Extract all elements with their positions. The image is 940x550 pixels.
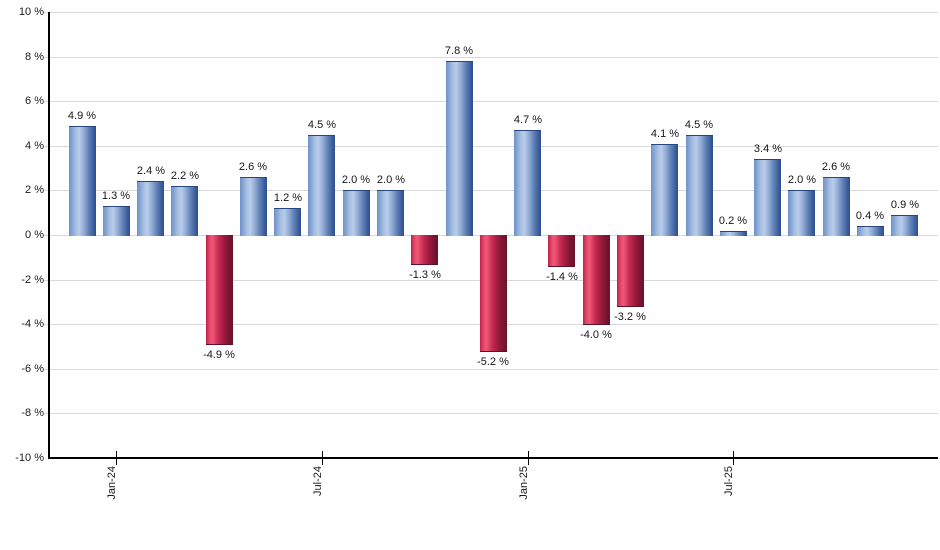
bar — [891, 215, 918, 236]
bar — [857, 226, 884, 236]
y-axis-tick-label: 8 % — [25, 51, 44, 63]
bar — [446, 61, 473, 236]
bar-value-label: 2.0 % — [341, 174, 371, 186]
bar-value-label: 2.4 % — [136, 165, 166, 177]
bar-value-label: -5.2 % — [477, 356, 509, 368]
bar-value-label: 3.4 % — [753, 143, 783, 155]
bar — [69, 126, 96, 236]
y-axis-tick-label: -8 % — [21, 407, 44, 419]
bar-value-label: 2.2 % — [170, 170, 200, 182]
bar — [788, 190, 815, 236]
x-axis-tick — [528, 451, 529, 465]
gridline — [43, 146, 938, 147]
gridline — [43, 413, 938, 414]
bar-value-label: 2.0 % — [376, 174, 406, 186]
bar-value-label: 7.8 % — [444, 45, 474, 57]
bar — [617, 235, 644, 307]
bar-value-label: 0.4 % — [855, 210, 885, 222]
y-axis-tick-label: -2 % — [21, 274, 44, 286]
bar — [137, 181, 164, 236]
bar — [720, 231, 747, 236]
bar — [171, 186, 198, 236]
bar — [308, 135, 335, 236]
bar — [514, 130, 541, 236]
y-axis-tick-label: -6 % — [21, 363, 44, 375]
x-axis-tick-label: Jul-24 — [312, 466, 324, 496]
gridline — [43, 12, 938, 13]
bar-value-label: 4.7 % — [513, 114, 543, 126]
x-axis-tick — [116, 451, 117, 465]
bar — [343, 190, 370, 236]
gridline — [43, 369, 938, 370]
bar-value-label: 2.0 % — [787, 174, 817, 186]
bar-value-label: 4.5 % — [684, 119, 714, 131]
bar-value-label: -1.4 % — [546, 271, 578, 283]
y-axis-tick-label: -10 % — [15, 452, 44, 464]
bar — [206, 235, 233, 345]
gridline — [43, 101, 938, 102]
x-axis-tick-label: Jan-24 — [106, 466, 118, 500]
y-axis-tick-label: 10 % — [18, 6, 44, 18]
y-axis-tick-label: 4 % — [25, 140, 44, 152]
bar-value-label: -4.0 % — [580, 329, 612, 341]
bar-value-label: 2.6 % — [821, 161, 851, 173]
x-axis-tick — [322, 451, 323, 465]
y-axis-tick-label: 2 % — [25, 184, 44, 196]
bar — [480, 235, 507, 352]
x-axis-tick-label: Jan-25 — [518, 466, 530, 500]
bar-value-label: 2.6 % — [238, 161, 268, 173]
bar — [651, 144, 678, 236]
bar-value-label: 4.1 % — [650, 128, 680, 140]
bar — [411, 235, 438, 265]
x-axis-tick — [733, 451, 734, 465]
y-axis-tick-label: 6 % — [25, 95, 44, 107]
gridline — [43, 57, 938, 58]
bar-value-label: 0.2 % — [718, 215, 748, 227]
bar-value-label: -3.2 % — [614, 311, 646, 323]
bar-value-label: 4.5 % — [307, 119, 337, 131]
bar — [274, 208, 301, 236]
bar — [548, 235, 575, 267]
bar — [377, 190, 404, 236]
bar — [240, 177, 267, 236]
bar-value-label: 1.3 % — [101, 190, 131, 202]
y-axis-tick-label: 0 % — [25, 229, 44, 241]
y-axis-tick-label: -4 % — [21, 318, 44, 330]
bar — [823, 177, 850, 236]
x-axis-tick-label: Jul-25 — [723, 466, 735, 496]
bar — [583, 235, 610, 325]
gridline — [43, 190, 938, 191]
bar-value-label: -1.3 % — [409, 269, 441, 281]
bar-value-label: 0.9 % — [890, 199, 920, 211]
y-axis-line — [48, 12, 50, 459]
bar — [686, 135, 713, 236]
x-axis-line — [48, 457, 938, 459]
bar — [103, 206, 130, 236]
bar-value-label: 1.2 % — [273, 192, 303, 204]
bar — [754, 159, 781, 236]
bar-value-label: 4.9 % — [67, 110, 97, 122]
bar-value-label: -4.9 % — [203, 349, 235, 361]
